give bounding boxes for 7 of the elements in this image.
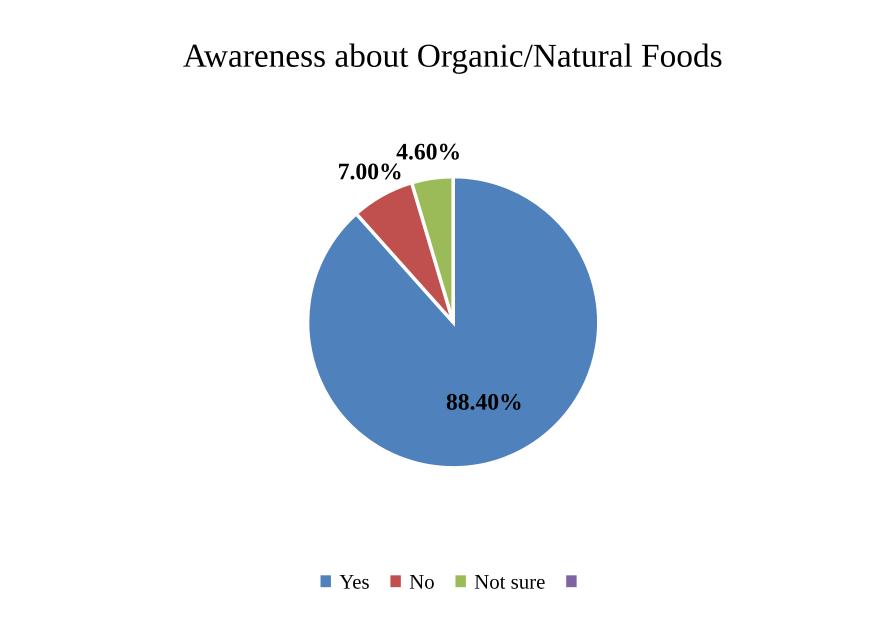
chart-title: Awareness about Organic/Natural Foods [183, 44, 722, 74]
data-label: 88.40% [446, 394, 520, 410]
legend-label: No [410, 574, 434, 589]
legend-label: Yes [340, 574, 369, 589]
legend-label: Not sure [474, 574, 545, 589]
data-label: 7.00% [339, 164, 400, 180]
data-label: 4.60% [396, 144, 459, 160]
